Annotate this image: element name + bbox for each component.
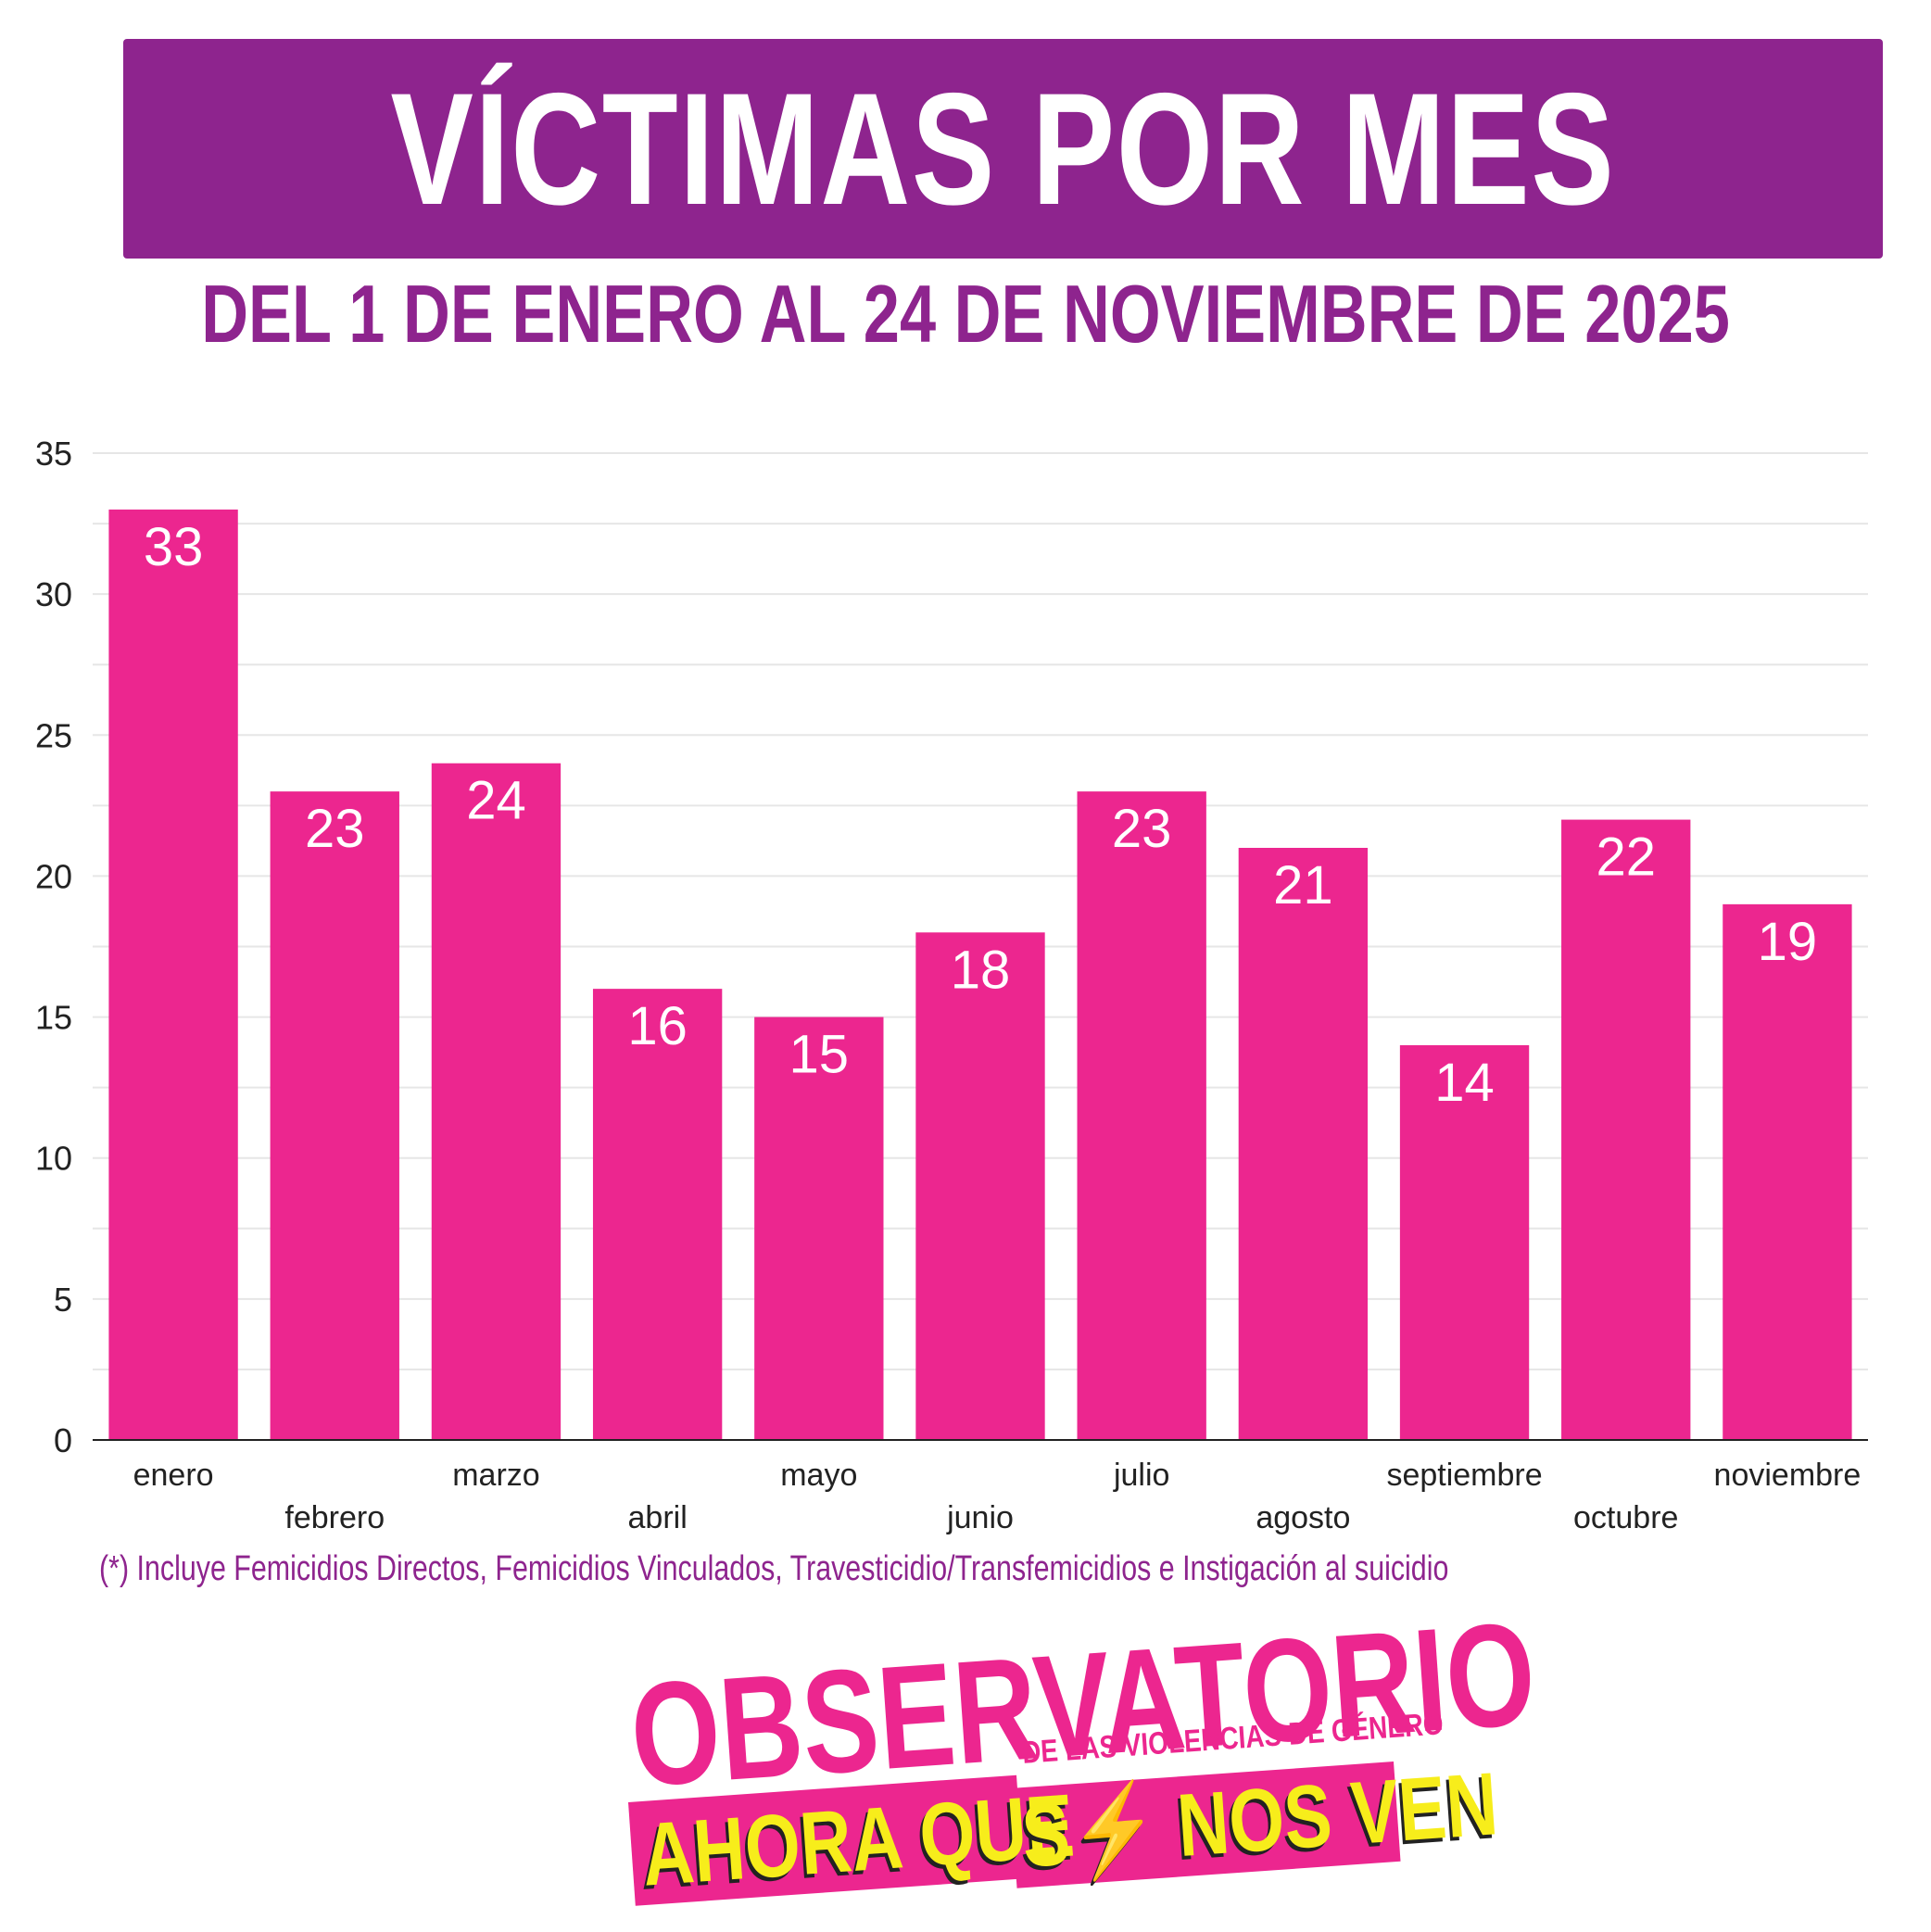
footnote: (*) Incluye Femicidios Directos, Femicid… [99,1549,1449,1588]
y-tick-label: 25 [35,716,72,754]
y-tick-label: 30 [35,575,72,613]
data-label: 19 [1758,912,1818,972]
x-tick-label: abril [628,1500,688,1535]
y-tick-label: 5 [54,1281,72,1319]
bar-junio [915,932,1045,1440]
bar-julio [1077,791,1206,1440]
y-tick-label: 15 [35,999,72,1037]
bar-abril [592,989,723,1440]
data-label: 15 [789,1025,850,1085]
chart-subtitle: DEL 1 DE ENERO AL 24 DE NOVIEMBRE DE 202… [0,273,1931,355]
y-tick-label: 20 [35,857,72,895]
data-label: 21 [1273,855,1333,915]
y-tick-label: 35 [35,435,72,473]
bar-septiembre [1399,1045,1530,1440]
title-banner: VÍCTIMAS POR MES [123,39,1883,259]
x-tick-label: septiembre [1386,1458,1542,1493]
x-tick-label: julio [1113,1458,1169,1493]
bar-agosto [1238,848,1369,1440]
bars: 33 23 24 16 15 18 23 21 14 22 19 [108,509,1852,1440]
x-tick-label: junio [946,1500,1014,1535]
y-tick-label: 10 [35,1140,72,1178]
bar-noviembre [1723,903,1852,1440]
x-tick-label: marzo [452,1458,539,1493]
bar-febrero [270,791,399,1440]
data-label: 33 [144,517,204,577]
chart-title: VÍCTIMAS POR MES [390,59,1616,238]
data-label: 14 [1434,1053,1495,1113]
y-axis-ticks: 0 5 10 15 20 25 30 35 [35,435,72,1459]
bar-mayo [754,1017,884,1440]
data-label: 16 [627,996,688,1056]
chart-subtitle-text: DEL 1 DE ENERO AL 24 DE NOVIEMBRE DE 202… [201,268,1730,360]
data-label: 23 [1112,799,1172,859]
x-tick-label: noviembre [1714,1458,1862,1493]
data-label: 23 [305,799,365,859]
y-tick-label: 0 [54,1421,72,1459]
bar-octubre [1561,819,1691,1440]
bar-marzo [431,763,562,1440]
x-tick-label: agosto [1256,1500,1350,1535]
x-tick-label: febrero [284,1500,385,1535]
x-tick-label: mayo [780,1458,857,1493]
bar-enero [108,509,238,1440]
observatorio-logo: OBSERVATORIO DE LAS VIOLENCIAS DE GÉNERO… [621,1592,1540,1932]
x-axis-ticks: enero febrero marzo abril mayo junio julio agos… [133,1458,1862,1535]
x-tick-label: octubre [1573,1500,1678,1535]
data-label: 22 [1596,827,1656,888]
x-tick-label: enero [133,1458,214,1493]
data-label: 24 [466,771,526,831]
data-label: 18 [951,940,1011,1000]
